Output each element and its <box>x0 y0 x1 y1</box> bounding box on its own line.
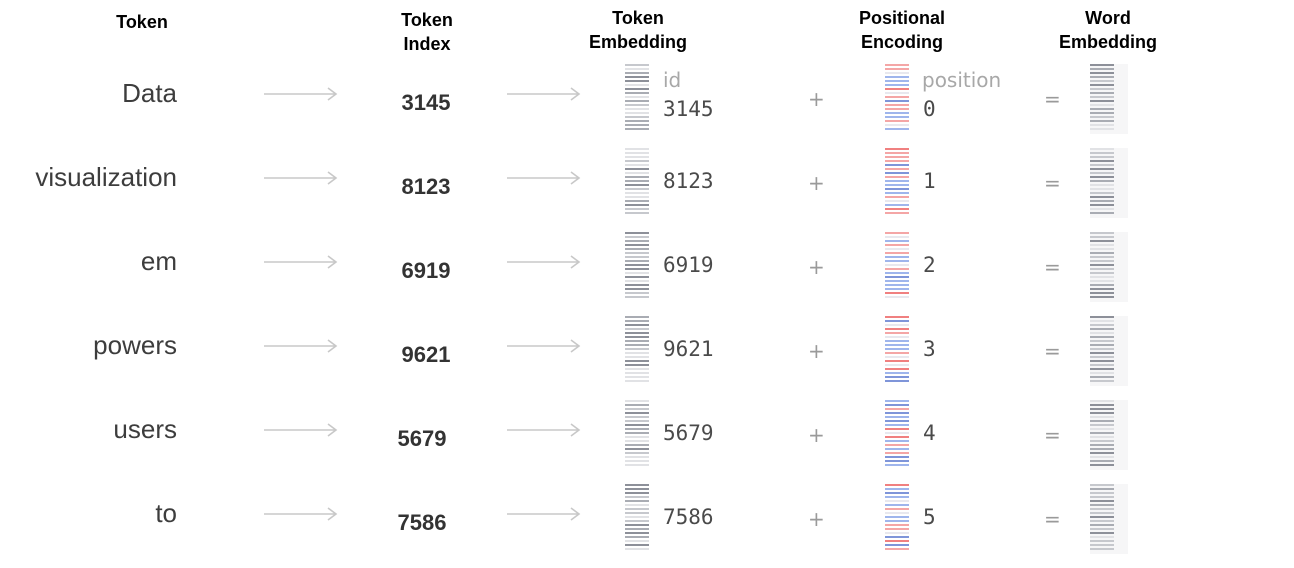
token-index: 8123 <box>401 174 451 199</box>
arrow-right-icon <box>507 339 581 353</box>
positional-encoding-vector <box>885 64 909 134</box>
token-embedding-vector <box>625 64 649 134</box>
token-embedding-vector <box>625 232 649 302</box>
embedding-id: 3145 <box>663 97 714 121</box>
embedding-id-label: id <box>663 68 682 92</box>
plus-operator: + <box>808 339 825 363</box>
token-row: em 6919 6919 +2 = <box>0 232 1294 316</box>
token-row: Data 3145 id 3145 + position 0 = <box>0 64 1294 148</box>
word-embedding-stripes <box>1090 64 1114 134</box>
position-label: position <box>922 68 1002 92</box>
header-positional-encoding: Positional Encoding <box>858 8 945 52</box>
plus-operator: + <box>808 171 825 195</box>
position-value: 0 <box>923 97 936 121</box>
equals-operator: = <box>1044 87 1061 111</box>
token-index: 6919 <box>401 258 451 283</box>
token-row: users 5679 5679 +4 = <box>0 400 1294 484</box>
header-token: Token <box>116 12 168 32</box>
token-embedding-vector <box>625 400 649 470</box>
arrow-right-icon <box>264 171 338 185</box>
equals-operator: = <box>1044 507 1061 531</box>
position-value: 5 <box>923 505 936 529</box>
token-row: to 7586 7586 +5 = <box>0 484 1294 568</box>
equals-operator: = <box>1044 339 1061 363</box>
plus-operator: + <box>808 255 825 279</box>
word-embedding-vector <box>1090 316 1128 386</box>
positional-encoding-vector <box>885 148 909 218</box>
position-value: 1 <box>923 169 936 193</box>
token-index: 9621 <box>401 342 451 367</box>
positional-encoding-vector <box>885 232 909 302</box>
arrow-right-icon <box>507 423 581 437</box>
token-text: users <box>113 414 177 444</box>
equals-operator: = <box>1044 171 1061 195</box>
word-embedding-stripes <box>1090 316 1114 386</box>
position-value: 3 <box>923 337 936 361</box>
token-embedding-vector <box>625 484 649 554</box>
equals-operator: = <box>1044 423 1061 447</box>
embedding-id: 5679 <box>663 421 714 445</box>
equals-operator: = <box>1044 255 1061 279</box>
word-embedding-stripes <box>1090 232 1114 302</box>
arrow-right-icon <box>507 507 581 521</box>
token-row: powers 9621 9621 +3 = <box>0 316 1294 400</box>
arrow-right-icon <box>264 423 338 437</box>
position-value: 2 <box>923 253 936 277</box>
token-index: 5679 <box>397 426 447 451</box>
embedding-id: 7586 <box>663 505 714 529</box>
positional-encoding-vector <box>885 484 909 554</box>
token-text: visualization <box>35 162 177 192</box>
arrow-right-icon <box>264 255 338 269</box>
token-index: 3145 <box>401 90 451 115</box>
word-embedding-vector <box>1090 64 1128 134</box>
word-embedding-vector <box>1090 148 1128 218</box>
arrow-right-icon <box>507 255 581 269</box>
plus-operator: + <box>808 87 825 111</box>
word-embedding-stripes <box>1090 484 1114 554</box>
embedding-id: 6919 <box>663 253 714 277</box>
word-embedding-stripes <box>1090 148 1114 218</box>
word-embedding-vector <box>1090 400 1128 470</box>
token-text: to <box>155 498 177 528</box>
plus-operator: + <box>808 507 825 531</box>
embedding-id: 8123 <box>663 169 714 193</box>
token-row: visualization 8123 8123 +1 = <box>0 148 1294 232</box>
header-token-embedding: Token Embedding <box>589 8 687 52</box>
position-value: 4 <box>923 421 936 445</box>
arrow-right-icon <box>264 339 338 353</box>
token-embedding-vector <box>625 316 649 386</box>
token-text: powers <box>93 330 177 360</box>
arrow-right-icon <box>507 171 581 185</box>
arrow-right-icon <box>507 87 581 101</box>
word-embedding-vector <box>1090 484 1128 554</box>
token-text: Data <box>122 78 177 108</box>
word-embedding-vector <box>1090 232 1128 302</box>
header-token-index: Token Index <box>401 10 453 54</box>
positional-encoding-vector <box>885 316 909 386</box>
word-embedding-stripes <box>1090 400 1114 470</box>
plus-operator: + <box>808 423 825 447</box>
token-index: 7586 <box>397 510 447 535</box>
header-word-embedding: Word Embedding <box>1059 8 1157 52</box>
positional-encoding-vector <box>885 400 909 470</box>
embedding-id: 9621 <box>663 337 714 361</box>
arrow-right-icon <box>264 87 338 101</box>
token-text: em <box>140 246 177 276</box>
arrow-right-icon <box>264 507 338 521</box>
token-embedding-vector <box>625 148 649 218</box>
